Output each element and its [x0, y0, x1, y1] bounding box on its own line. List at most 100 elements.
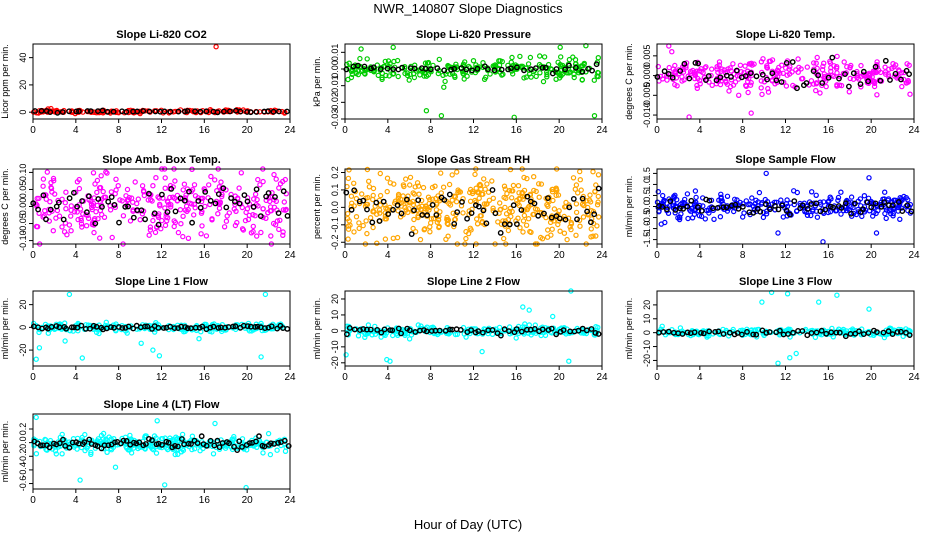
reference-point: [541, 210, 547, 217]
data-point: [515, 182, 522, 189]
data-point: [527, 228, 533, 235]
reference-point: [253, 109, 260, 115]
y-tick-label: 0.0: [18, 436, 28, 449]
data-point: [575, 190, 581, 196]
data-point: [407, 182, 413, 188]
data-point: [414, 180, 421, 186]
reference-point: [592, 329, 599, 336]
y-tick-label: -0.01: [330, 75, 340, 96]
reference-point: [874, 329, 880, 335]
data-point: [385, 58, 392, 64]
reference-point: [698, 329, 704, 336]
data-point: [725, 66, 731, 72]
data-point: [376, 207, 383, 213]
data-point: [732, 196, 738, 202]
data-point: [483, 201, 489, 207]
reference-point: [767, 206, 773, 213]
outlier-point: [438, 112, 445, 119]
reference-point: [79, 198, 86, 204]
data-point: [460, 210, 466, 216]
data-point: [78, 215, 84, 222]
outlier-point: [658, 221, 665, 227]
reference-point: [167, 108, 174, 115]
reference-point: [108, 324, 114, 330]
reference-point: [177, 195, 184, 202]
outlier-point: [666, 43, 672, 49]
data-point: [666, 64, 672, 71]
data-point: [899, 83, 905, 90]
data-point: [113, 176, 119, 182]
data-point: [74, 179, 81, 185]
y-tick-label: -0.10: [18, 230, 28, 251]
data-point: [882, 189, 888, 195]
chart-panel-10: Slope Line 4 (LT) Flow ml/min per min. 0 4 8…: [0, 399, 296, 506]
y-tick-label: 0.000: [642, 64, 652, 87]
reference-point: [236, 438, 243, 445]
data-point: [874, 59, 880, 65]
reference-point: [717, 74, 724, 81]
y-tick-label: 0.005: [642, 45, 652, 68]
data-point: [85, 212, 91, 218]
reference-point: [698, 207, 705, 214]
reference-point: [454, 209, 461, 216]
data-point: [68, 203, 75, 209]
data-point: [403, 176, 409, 182]
reference-point: [377, 66, 384, 73]
data-point: [351, 180, 357, 186]
data-point: [510, 182, 517, 189]
reference-point: [750, 209, 757, 216]
data-point: [694, 82, 700, 89]
reference-point: [120, 437, 127, 444]
data-point: [104, 170, 110, 176]
reference-point: [783, 60, 790, 66]
reference-point: [168, 185, 175, 192]
reference-point: [159, 441, 165, 448]
panel-title: Slope Line 4 (LT) Flow: [104, 399, 220, 411]
reference-point: [267, 440, 274, 447]
y-tick-label: 0.10: [18, 164, 28, 182]
data-point: [407, 200, 414, 206]
data-point: [394, 57, 401, 64]
data-point: [549, 226, 555, 232]
reference-point: [833, 329, 840, 336]
data-point: [345, 175, 352, 182]
data-point: [243, 209, 249, 216]
data-point: [108, 447, 115, 453]
reference-point: [728, 74, 734, 80]
data-point: [411, 216, 417, 223]
data-point: [682, 196, 688, 203]
data-point: [63, 205, 69, 212]
reference-point: [906, 71, 912, 78]
data-point: [490, 195, 496, 201]
reference-point: [35, 206, 41, 213]
x-tick-label: 16: [511, 250, 523, 261]
reference-point: [276, 108, 282, 115]
data-point: [426, 207, 432, 213]
data-point: [391, 181, 397, 187]
reference-point: [480, 207, 487, 214]
data-point: [533, 73, 539, 80]
reference-point: [763, 201, 769, 208]
data-point: [740, 214, 746, 220]
reference-point: [136, 439, 143, 446]
data-point: [573, 67, 579, 74]
reference-point: [189, 219, 196, 226]
data-point: [660, 199, 667, 205]
reference-point: [766, 329, 773, 335]
reference-point: [882, 57, 889, 64]
data-point: [365, 322, 372, 328]
data-point: [726, 88, 732, 94]
reference-point: [475, 328, 482, 334]
data-point: [353, 213, 360, 220]
reference-point: [684, 329, 691, 336]
data-point: [395, 73, 401, 80]
reference-point: [272, 193, 278, 200]
y-tick-label: -1.0: [642, 221, 652, 237]
reference-point: [181, 108, 188, 115]
reference-point: [860, 206, 866, 213]
reference-point: [406, 327, 413, 334]
reference-point: [705, 73, 712, 79]
reference-point: [822, 206, 829, 213]
data-point: [78, 221, 85, 227]
data-point: [430, 215, 437, 222]
